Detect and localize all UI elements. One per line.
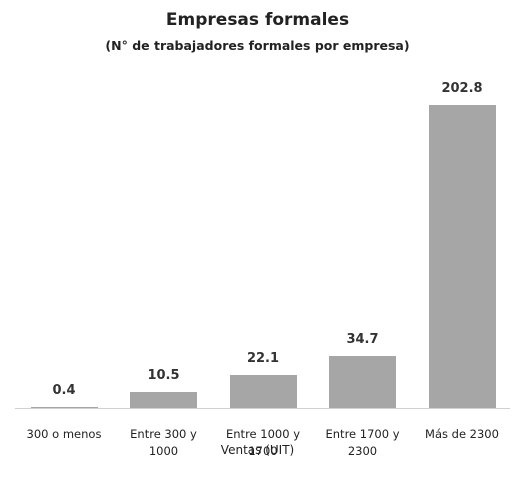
bar bbox=[229, 374, 297, 408]
data-label: 34.7 bbox=[346, 332, 379, 348]
bar bbox=[30, 407, 98, 408]
chart-title: Empresas formales bbox=[165, 10, 350, 30]
bar bbox=[428, 105, 496, 408]
data-label: 202.8 bbox=[441, 81, 483, 96]
data-label: 22.1 bbox=[246, 350, 280, 366]
data-label: 10.5 bbox=[147, 368, 180, 384]
bar bbox=[130, 392, 197, 408]
x-tick-label: Entre 300 y 1000 bbox=[130, 427, 197, 458]
data-label: 0.4 bbox=[52, 383, 76, 399]
x-tick-label: Más de 2300 bbox=[425, 427, 499, 441]
x-tick-label: Entre 1700 y 2300 bbox=[325, 427, 400, 458]
chart-subtitle: (N° de trabajadores formales por empresa… bbox=[105, 38, 410, 53]
bar bbox=[329, 356, 396, 408]
x-tick-label: 300 o menos bbox=[26, 427, 102, 441]
x-axis-line bbox=[15, 408, 510, 409]
x-axis-title: Ventas (UIT) bbox=[220, 443, 295, 457]
x-tick-label: Entre 1000 y 1700 bbox=[226, 427, 300, 458]
